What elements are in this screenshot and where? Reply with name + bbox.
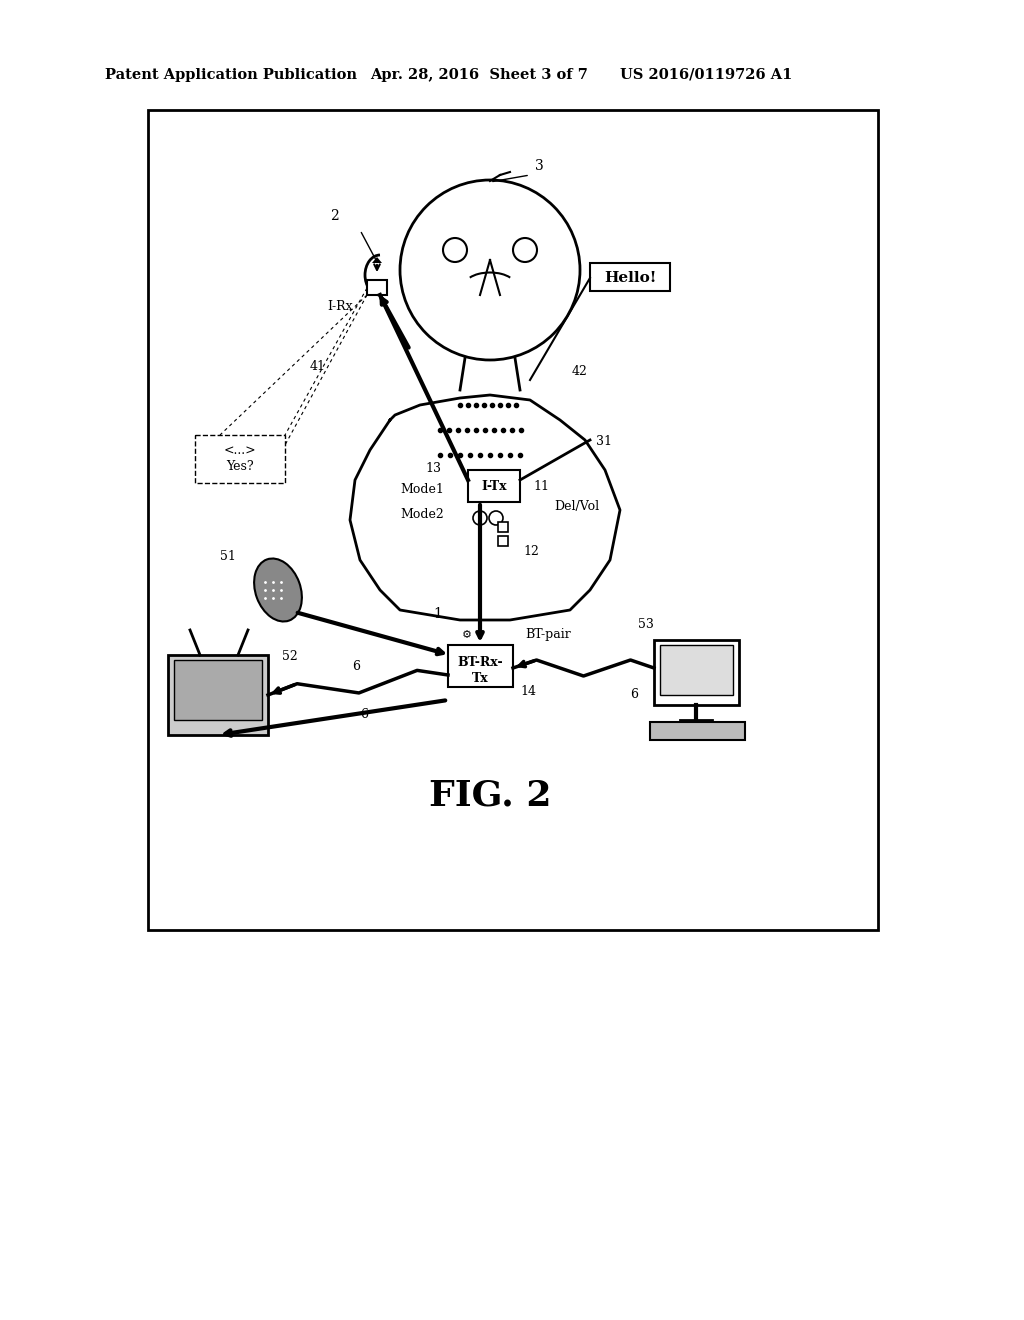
FancyBboxPatch shape [195,436,285,483]
Text: Yes?: Yes? [226,461,254,474]
FancyBboxPatch shape [660,645,733,696]
Text: Mode1: Mode1 [400,483,443,496]
Text: Mode2: Mode2 [400,508,443,521]
Text: 3: 3 [535,158,544,173]
Text: Hello!: Hello! [604,271,656,285]
FancyBboxPatch shape [148,110,878,931]
Text: 41: 41 [310,360,326,374]
Text: 51: 51 [220,550,236,564]
Text: 6: 6 [360,708,368,721]
Text: 2: 2 [330,209,339,223]
FancyBboxPatch shape [590,263,670,290]
Text: BT-Rx-: BT-Rx- [457,656,503,668]
FancyBboxPatch shape [468,470,520,502]
Text: Apr. 28, 2016  Sheet 3 of 7: Apr. 28, 2016 Sheet 3 of 7 [370,69,588,82]
FancyBboxPatch shape [498,521,508,532]
Text: 6: 6 [352,660,360,673]
Text: 11: 11 [534,480,549,492]
Text: 53: 53 [638,618,654,631]
Text: FIG. 2: FIG. 2 [429,777,551,812]
Text: 31: 31 [596,436,612,447]
FancyBboxPatch shape [168,655,268,735]
FancyBboxPatch shape [654,640,739,705]
Polygon shape [372,257,382,263]
FancyBboxPatch shape [367,280,387,294]
Text: US 2016/0119726 A1: US 2016/0119726 A1 [620,69,793,82]
FancyBboxPatch shape [449,645,513,686]
Text: 13: 13 [425,462,441,475]
Text: 1: 1 [433,607,442,620]
Text: Tx: Tx [472,672,488,685]
Text: 12: 12 [523,545,539,558]
FancyBboxPatch shape [650,722,745,741]
Text: 14: 14 [520,685,536,698]
Text: Del/Vol: Del/Vol [554,500,599,513]
Text: I-Rx: I-Rx [328,300,353,313]
Text: 42: 42 [572,366,588,378]
Text: BT-pair: BT-pair [525,628,570,642]
Text: ⚙: ⚙ [462,630,472,640]
FancyBboxPatch shape [174,660,262,719]
Ellipse shape [254,558,302,622]
Text: 52: 52 [282,649,298,663]
Text: I-Tx: I-Tx [481,480,507,494]
Text: 6: 6 [630,688,638,701]
Text: Patent Application Publication: Patent Application Publication [105,69,357,82]
FancyBboxPatch shape [498,536,508,546]
Text: <...>: <...> [223,444,256,457]
